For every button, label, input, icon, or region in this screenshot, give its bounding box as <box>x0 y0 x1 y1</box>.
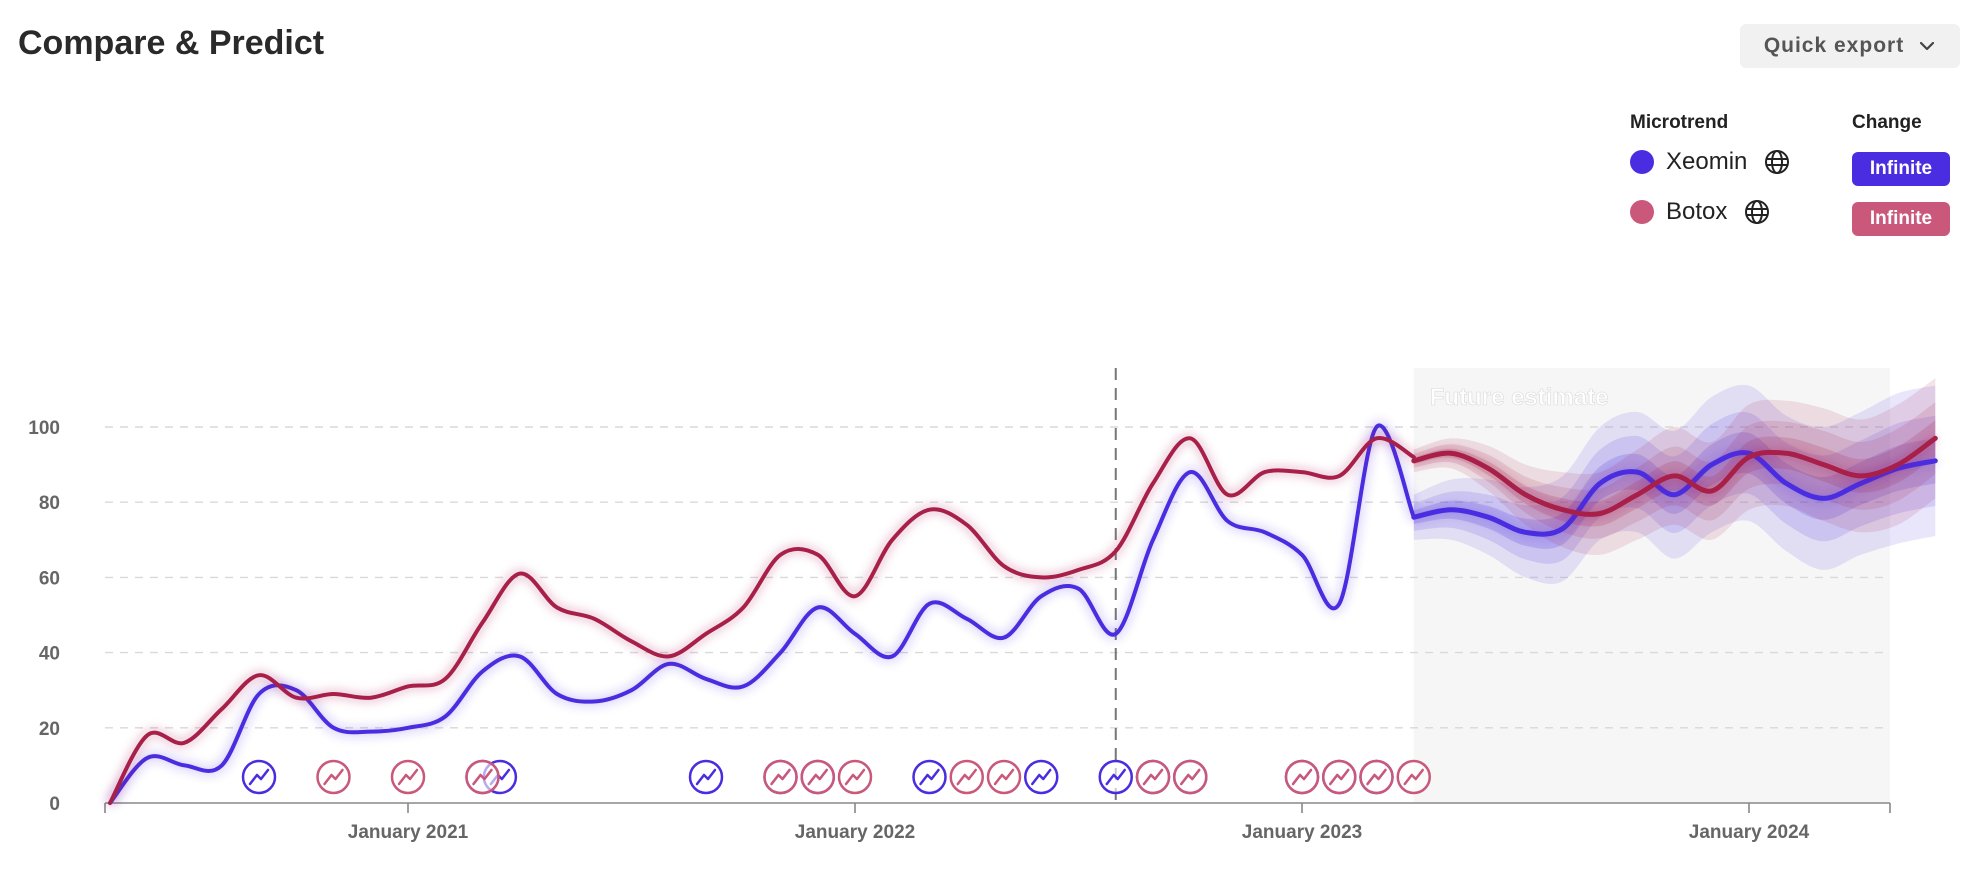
trend-up-icon <box>397 768 419 786</box>
y-tick-label: 20 <box>39 719 60 740</box>
trend-marker-xeomin <box>1024 759 1059 795</box>
botox-color-dot <box>1630 200 1654 224</box>
globe-icon[interactable] <box>1763 148 1791 176</box>
trend-marker-botox <box>1359 759 1394 795</box>
x-tick-label: January 2023 <box>1242 822 1362 843</box>
series-line-botox <box>108 436 1416 805</box>
forecast-band-xeomin <box>1413 411 1936 564</box>
microtrend-header: Microtrend <box>1630 112 1729 133</box>
trend-marker-xeomin <box>1098 759 1133 795</box>
trend-up-icon <box>1142 768 1164 786</box>
change-badge-botox: Infinite <box>1852 202 1950 236</box>
trend-up-icon <box>807 768 828 786</box>
series-line-xeomin-forecast <box>1411 450 1938 537</box>
trend-marker-botox <box>837 759 873 795</box>
trend-marker-xeomin <box>241 759 277 795</box>
y-tick-label: 80 <box>39 493 60 514</box>
y-tick-label: 40 <box>39 644 60 665</box>
trend-up-icon <box>1366 768 1387 786</box>
xeomin-color-dot <box>1630 150 1654 174</box>
change-badge-xeomin: Infinite <box>1852 152 1950 186</box>
trend-marker-botox <box>465 759 500 795</box>
trend-marker-botox <box>949 759 984 795</box>
forecast-region <box>1413 368 1890 803</box>
y-tick-label: 0 <box>49 794 60 815</box>
series-line-xeomin <box>108 423 1416 805</box>
trend-marker-botox <box>1396 759 1431 795</box>
trend-up-icon <box>1031 768 1052 786</box>
trend-marker-botox <box>1173 759 1208 795</box>
trend-up-icon <box>1105 768 1126 786</box>
series-line-botox-forecast <box>1411 435 1938 517</box>
legend-item-xeomin[interactable]: Xeomin <box>1630 148 1791 176</box>
trend-up-icon <box>770 768 791 786</box>
forecast-label: Future estimate <box>1430 384 1609 411</box>
legend-item-label: Xeomin <box>1666 148 1748 175</box>
trend-up-icon <box>1329 768 1350 786</box>
x-tick-label: January 2022 <box>795 822 915 843</box>
trend-up-icon <box>248 768 270 786</box>
trend-up-icon <box>919 768 940 786</box>
trend-up-icon <box>844 768 866 786</box>
change-header: Change <box>1852 112 1922 133</box>
x-tick-label: January 2024 <box>1689 822 1810 843</box>
trend-up-icon <box>993 768 1015 786</box>
trend-up-icon <box>1291 768 1313 786</box>
quick-export-label: Quick export <box>1763 34 1905 57</box>
trend-up-icon <box>472 768 493 786</box>
chevron-down-icon <box>1920 41 1935 51</box>
x-tick-label: January 2021 <box>348 822 469 843</box>
trend-marker-xeomin <box>912 759 947 795</box>
trend-up-icon <box>1403 768 1424 786</box>
quick-export-button[interactable]: Quick export <box>1740 24 1960 68</box>
trend-marker-botox <box>1322 759 1357 795</box>
legend-item-label: Botox <box>1666 198 1728 225</box>
trend-marker-botox <box>986 759 1022 795</box>
trend-up-icon <box>1180 768 1201 786</box>
trend-marker-botox <box>763 759 798 795</box>
forecast-band-botox <box>1413 378 1936 556</box>
trend-marker-botox <box>316 759 351 795</box>
trend-marker-xeomin <box>688 759 724 795</box>
legend-item-botox[interactable]: Botox <box>1630 198 1771 226</box>
trend-marker-botox <box>1284 759 1320 795</box>
globe-icon[interactable] <box>1743 198 1771 226</box>
trend-up-icon <box>956 768 977 786</box>
y-tick-label: 100 <box>28 418 60 439</box>
trend-marker-botox <box>800 759 835 795</box>
forecast-band-xeomin <box>1413 432 1936 549</box>
trend-chart: Future estimate 0 20 40 60 80 100 January 2021 J… <box>28 368 1938 843</box>
trend-marker-botox <box>1135 759 1171 795</box>
page-title: Compare & Predict <box>18 24 325 62</box>
trend-up-icon <box>695 768 717 786</box>
trend-marker-botox <box>390 759 426 795</box>
legend: Microtrend Change Xeomin Infinite Botox … <box>1630 112 1970 242</box>
trend-up-icon <box>323 768 344 786</box>
series-glow-botox <box>106 434 1416 805</box>
y-tick-label: 60 <box>39 568 60 589</box>
